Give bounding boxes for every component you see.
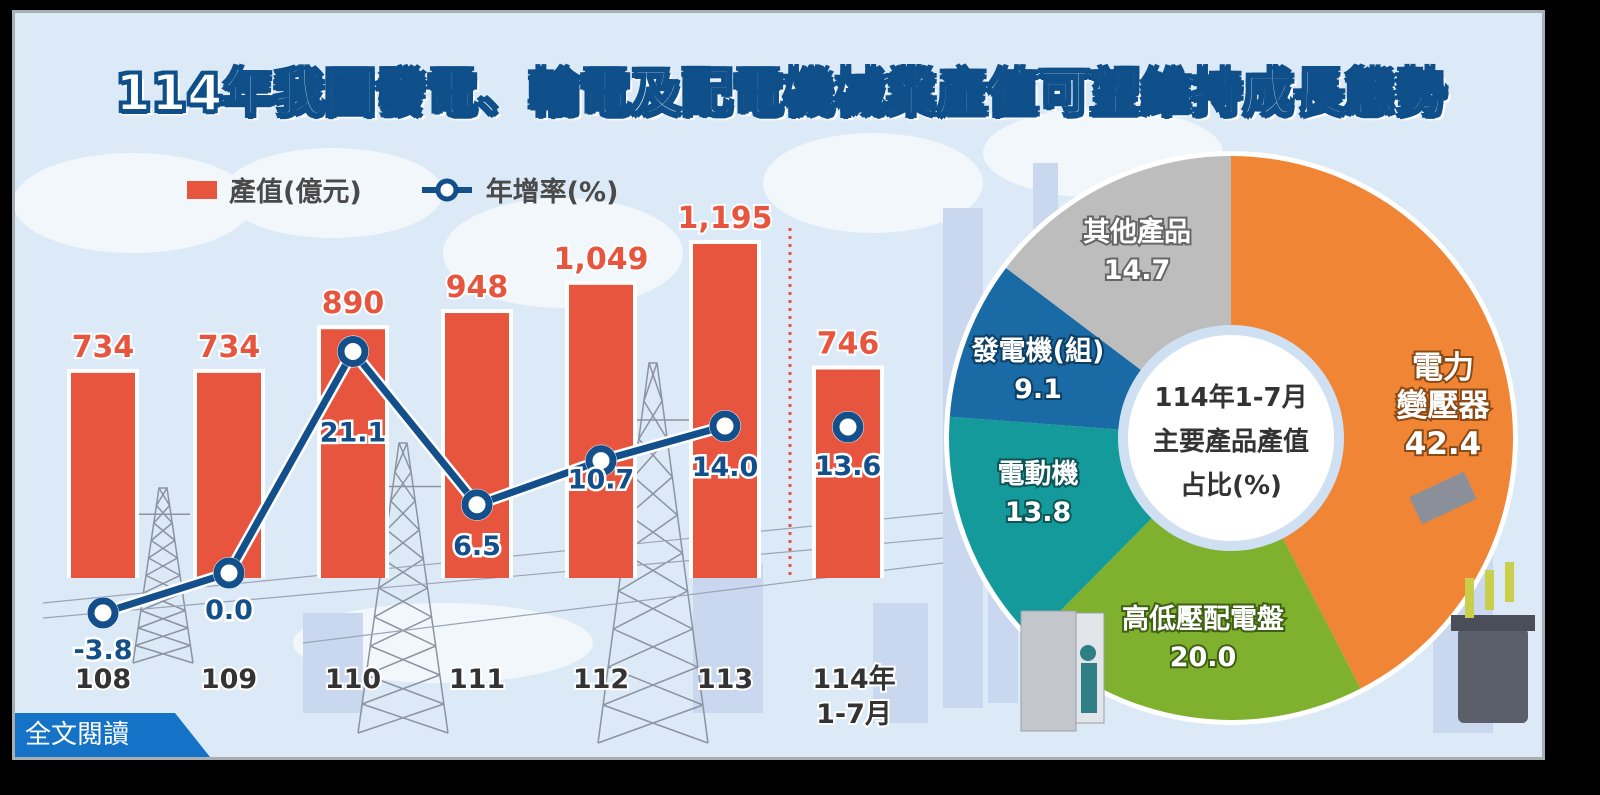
legend-item-line: 年增率(%) bbox=[420, 170, 619, 209]
growth-rate-label: 6.5 bbox=[453, 531, 501, 562]
donut-center-text: 主要產品產值 bbox=[1153, 426, 1309, 457]
bar-112 bbox=[569, 284, 633, 578]
growth-rate-label: 21.1 bbox=[320, 417, 387, 448]
donut-center-text: 占比(%) bbox=[1180, 471, 1282, 501]
x-axis-label-line2: 1-7月 bbox=[816, 699, 892, 730]
x-axis-label: 111 bbox=[449, 664, 505, 695]
growth-rate-label: -3.8 bbox=[73, 635, 132, 666]
growth-rate-label: 14.0 bbox=[692, 452, 759, 483]
bar-value-label: 948 bbox=[446, 270, 509, 305]
donut-slice-label: 其他產品 bbox=[1083, 216, 1191, 248]
donut-slice-label: 高低壓配電盤 bbox=[1122, 603, 1285, 635]
donut-slice-label: 14.7 bbox=[1104, 255, 1171, 286]
bar-109 bbox=[197, 372, 261, 578]
donut-slice-電力變壓器 bbox=[1231, 156, 1513, 689]
donut-slice-label: 9.1 bbox=[1014, 374, 1062, 405]
x-axis-label: 113 bbox=[697, 664, 753, 695]
x-axis-label: 114年 bbox=[812, 663, 895, 695]
chart-canvas: 734 734 890 948 1,049 1,195 746 -3.8 0.0 21.1 6.5 1… bbox=[15, 108, 1535, 744]
chart-legend: 產值(億元) 年增率(%) bbox=[187, 170, 618, 209]
legend-item-bar: 產值(億元) bbox=[187, 170, 362, 209]
bar-value-label: 746 bbox=[817, 326, 880, 361]
donut-center-text: 114年1-7月 bbox=[1154, 382, 1307, 413]
growth-rate-label: 0.0 bbox=[205, 595, 253, 626]
power-tower-icon bbox=[132, 487, 194, 664]
switchgear-cabinet-illustration-icon bbox=[1020, 610, 1105, 732]
donut-slice-label: 20.0 bbox=[1170, 642, 1237, 673]
bar-swatch-icon bbox=[187, 180, 217, 199]
growth-rate-label: 13.6 bbox=[815, 451, 882, 482]
bar-value-label: 1,049 bbox=[554, 242, 649, 277]
page-title: 114年我國發電、輸電及配電機械業產值可望維持成長態勢 bbox=[115, 63, 1448, 123]
growth-rate-point bbox=[461, 489, 493, 521]
donut-slice-label: 變壓器 bbox=[1397, 388, 1491, 424]
bar-value-label: 734 bbox=[72, 330, 135, 365]
donut-slice-高低壓配電盤 bbox=[1032, 512, 1361, 720]
donut-slice-電動機 bbox=[948, 416, 1158, 639]
line-marker-icon bbox=[421, 178, 472, 201]
bar-114年 bbox=[816, 369, 880, 578]
growth-rate-label: 10.7 bbox=[568, 465, 635, 496]
donut-slice-label: 42.4 bbox=[1405, 426, 1482, 462]
transformer-illustration-icon bbox=[1409, 471, 1535, 723]
x-axis-label: 108 bbox=[75, 664, 131, 695]
x-axis-label: 112 bbox=[573, 664, 629, 695]
bar-108 bbox=[71, 372, 135, 578]
growth-rate-point bbox=[337, 335, 369, 367]
donut-slice-label: 電力 bbox=[1412, 350, 1474, 386]
read-more-button[interactable]: 全文閱讀 bbox=[15, 713, 210, 757]
donut-slice-發電機(組) bbox=[949, 267, 1148, 431]
donut-slice-label: 電動機 bbox=[998, 459, 1079, 490]
bar-line-chart: 734 734 890 948 1,049 1,195 746 -3.8 0.0 21.1 6.5 1… bbox=[67, 199, 898, 732]
donut-slice-其他產品 bbox=[1006, 156, 1231, 375]
legend-line-label: 年增率(%) bbox=[485, 177, 619, 208]
x-axis-label: 109 bbox=[201, 664, 257, 695]
bar-111 bbox=[445, 313, 509, 578]
legend-bar-label: 產值(億元) bbox=[229, 177, 362, 208]
infographic-panel: 734 734 890 948 1,049 1,195 746 -3.8 0.0 21.1 6.5 1… bbox=[12, 10, 1545, 760]
bar-value-label: 1,195 bbox=[678, 201, 773, 236]
bar-value-label: 890 bbox=[322, 286, 385, 321]
growth-rate-point bbox=[87, 597, 119, 629]
x-axis-label: 110 bbox=[325, 664, 381, 695]
bar-value-label: 734 bbox=[198, 330, 261, 365]
donut-slice-label: 發電機(組) bbox=[971, 335, 1105, 367]
power-tower-icon bbox=[357, 442, 449, 734]
growth-rate-point bbox=[585, 445, 617, 477]
growth-rate-point bbox=[832, 411, 864, 443]
growth-rate-point bbox=[213, 557, 245, 589]
growth-rate-line bbox=[101, 347, 726, 617]
growth-rate-point bbox=[709, 410, 741, 442]
donut-slice-label: 13.8 bbox=[1005, 497, 1072, 528]
